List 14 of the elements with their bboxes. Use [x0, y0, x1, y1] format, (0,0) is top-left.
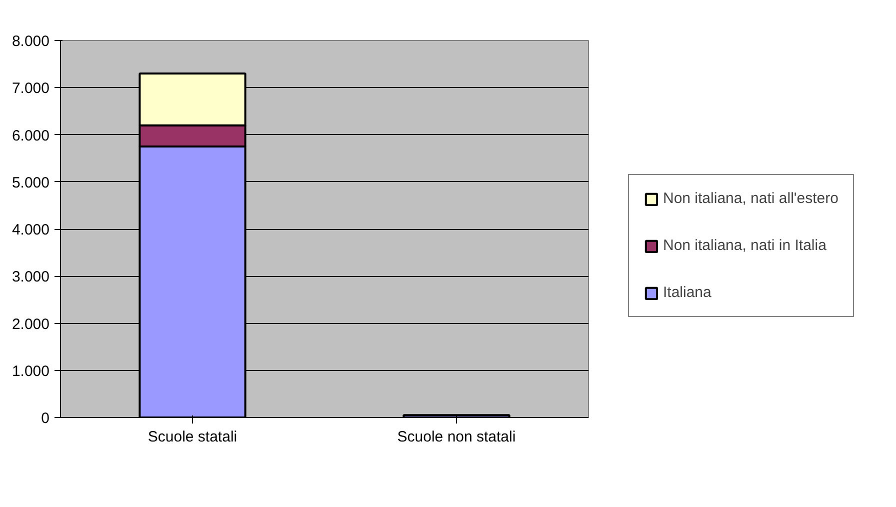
- y-tick-label: 0: [41, 410, 50, 427]
- legend-label: Italiana: [663, 284, 712, 301]
- y-tick-label: 2.000: [12, 316, 50, 333]
- y-tick-label: 1.000: [12, 362, 50, 380]
- legend-label: Non italiana, nati in Italia: [663, 237, 826, 254]
- y-tick-label: 3.000: [12, 268, 50, 286]
- y-tick-label: 4.000: [12, 222, 50, 238]
- x-tick-label: Scuole statali: [148, 428, 238, 446]
- y-tick-label: 5.000: [12, 174, 50, 192]
- x-tick-label: Scuole non statali: [397, 428, 516, 446]
- y-tick-label: 6.000: [12, 127, 50, 144]
- y-tick-label: 8.000: [12, 33, 50, 50]
- legend-label: Non italiana, nati all'estero: [663, 190, 838, 207]
- y-tick-label: 7.000: [12, 80, 50, 98]
